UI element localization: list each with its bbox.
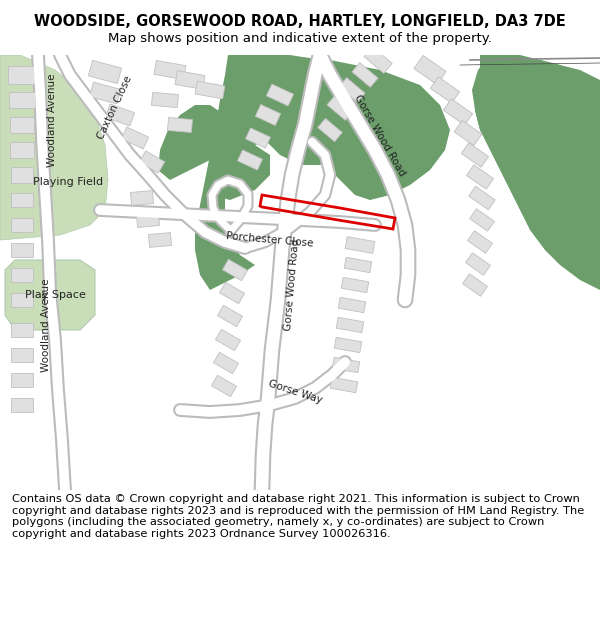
Polygon shape [11,167,33,183]
Polygon shape [11,268,33,282]
Polygon shape [211,375,236,397]
Polygon shape [215,145,270,200]
Polygon shape [245,128,271,148]
Polygon shape [330,378,358,392]
Text: WOODSIDE, GORSEWOOD ROAD, HARTLEY, LONGFIELD, DA3 7DE: WOODSIDE, GORSEWOOD ROAD, HARTLEY, LONGF… [34,14,566,29]
Polygon shape [167,118,193,132]
Polygon shape [414,56,446,84]
Polygon shape [338,298,366,312]
Polygon shape [266,84,293,106]
Polygon shape [345,237,375,253]
Polygon shape [106,104,134,126]
Polygon shape [136,213,160,228]
Polygon shape [0,55,108,240]
Polygon shape [472,55,600,290]
Polygon shape [352,62,378,88]
Polygon shape [11,398,33,412]
Text: Porchester Close: Porchester Close [226,231,314,249]
Polygon shape [151,92,179,108]
Text: Playing Field: Playing Field [33,177,103,187]
Text: Gorse Wood Road: Gorse Wood Road [353,92,407,178]
Polygon shape [443,99,473,125]
Polygon shape [223,259,248,281]
Polygon shape [220,282,245,304]
Polygon shape [454,121,482,146]
Polygon shape [214,352,239,374]
Polygon shape [255,104,281,126]
Polygon shape [5,260,95,330]
Polygon shape [11,218,33,232]
Polygon shape [89,82,121,104]
Polygon shape [121,127,149,149]
Polygon shape [341,278,369,292]
Polygon shape [11,323,33,337]
Polygon shape [154,61,186,79]
Polygon shape [9,92,35,108]
Polygon shape [466,253,490,275]
Polygon shape [467,231,493,253]
Text: Play Space: Play Space [25,290,85,300]
Polygon shape [318,118,342,142]
Polygon shape [11,293,33,307]
Polygon shape [148,232,172,248]
Polygon shape [8,66,36,84]
Polygon shape [215,329,241,351]
Polygon shape [364,47,392,73]
Polygon shape [11,348,33,362]
Text: Contains OS data © Crown copyright and database right 2021. This information is : Contains OS data © Crown copyright and d… [12,494,584,539]
Polygon shape [11,373,33,387]
Polygon shape [466,165,494,189]
Polygon shape [195,55,450,290]
Polygon shape [250,55,365,165]
Polygon shape [334,338,362,352]
Text: Gorse Wood Road: Gorse Wood Road [283,239,301,331]
Polygon shape [430,77,460,103]
Polygon shape [339,78,365,102]
Polygon shape [139,151,165,173]
Text: Caxton Close: Caxton Close [96,74,134,141]
Polygon shape [336,318,364,332]
Polygon shape [461,142,488,168]
Polygon shape [217,305,242,327]
Polygon shape [158,105,230,180]
Polygon shape [11,193,33,207]
Polygon shape [327,96,353,120]
Polygon shape [195,81,225,99]
Polygon shape [344,258,372,272]
Polygon shape [130,191,154,206]
Polygon shape [332,357,360,372]
Polygon shape [469,186,495,210]
Polygon shape [475,55,600,145]
Polygon shape [470,209,494,231]
Polygon shape [175,71,205,89]
Polygon shape [10,142,34,158]
Text: Map shows position and indicative extent of the property.: Map shows position and indicative extent… [108,32,492,45]
Polygon shape [238,150,263,170]
Polygon shape [463,274,487,296]
Text: Woodland Avenue: Woodland Avenue [47,73,57,167]
Text: Gorse Way: Gorse Way [267,379,323,406]
Polygon shape [10,117,34,133]
Polygon shape [11,243,33,257]
Text: Woodland Avenue: Woodland Avenue [41,278,51,372]
Polygon shape [88,61,122,84]
